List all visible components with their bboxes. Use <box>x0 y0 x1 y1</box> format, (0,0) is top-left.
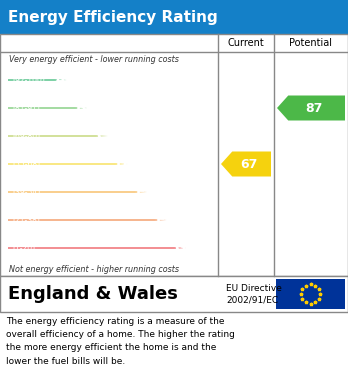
Polygon shape <box>8 248 186 249</box>
Text: Very energy efficient - lower running costs: Very energy efficient - lower running co… <box>9 54 179 63</box>
Text: (69-80): (69-80) <box>12 131 40 140</box>
Text: G: G <box>174 241 185 255</box>
Bar <box>0 34 348 276</box>
Text: (92-100): (92-100) <box>12 75 45 84</box>
Text: E: E <box>136 185 145 199</box>
Polygon shape <box>8 163 127 165</box>
Text: Not energy efficient - higher running costs: Not energy efficient - higher running co… <box>9 264 179 273</box>
Text: (81-91): (81-91) <box>12 104 40 113</box>
Polygon shape <box>277 95 345 120</box>
Text: England & Wales: England & Wales <box>8 285 178 303</box>
Polygon shape <box>221 151 271 176</box>
Text: Current: Current <box>228 38 264 48</box>
Text: 67: 67 <box>240 158 257 170</box>
Text: The energy efficiency rating is a measure of the
overall efficiency of a home. T: The energy efficiency rating is a measur… <box>6 317 235 366</box>
Text: (55-68): (55-68) <box>12 160 40 169</box>
Text: B: B <box>76 101 86 115</box>
Text: (39-54): (39-54) <box>12 188 40 197</box>
Text: Energy Efficiency Rating: Energy Efficiency Rating <box>8 10 218 25</box>
Polygon shape <box>8 79 67 81</box>
Text: 87: 87 <box>306 102 323 115</box>
Text: F: F <box>156 213 165 227</box>
Text: D: D <box>116 157 127 171</box>
Text: A: A <box>55 73 66 87</box>
Text: (1-20): (1-20) <box>12 244 35 253</box>
Text: C: C <box>96 129 107 143</box>
Text: 2002/91/EC: 2002/91/EC <box>226 296 278 305</box>
Bar <box>0 276 348 312</box>
Text: Potential: Potential <box>290 38 332 48</box>
Text: (21-38): (21-38) <box>12 215 40 224</box>
Bar <box>0 0 348 34</box>
Polygon shape <box>8 219 167 221</box>
Text: EU Directive: EU Directive <box>226 284 282 293</box>
Bar <box>276 279 345 309</box>
